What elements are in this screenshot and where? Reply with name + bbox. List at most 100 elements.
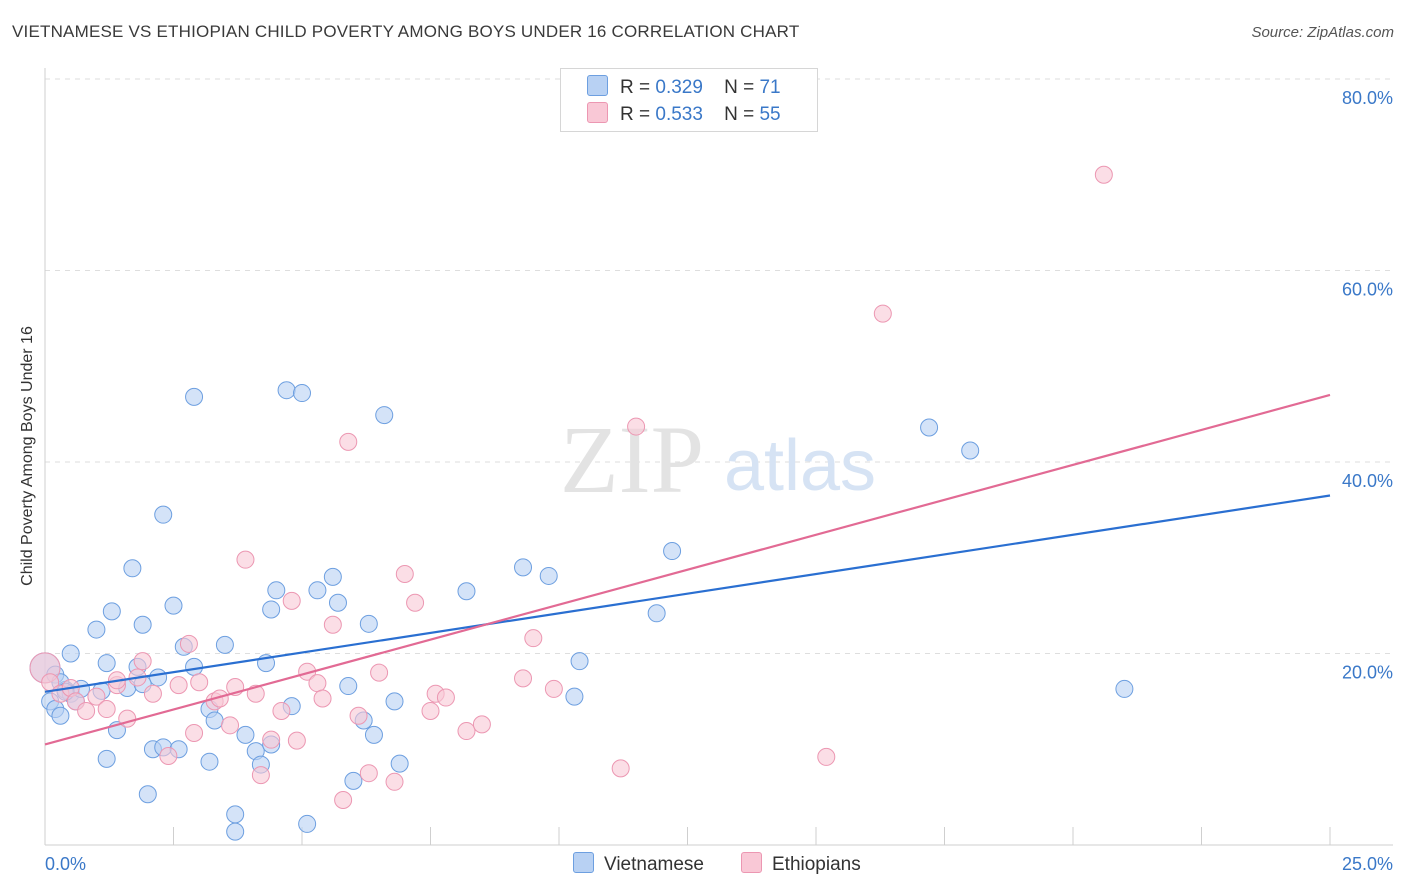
vietnamese-point — [97, 749, 116, 768]
vietnamese-swatch — [587, 75, 608, 96]
ethiopians-point — [334, 790, 353, 809]
ethiopians-point — [359, 764, 378, 783]
ethiopians-point — [323, 615, 342, 634]
ethiopians-point — [308, 674, 327, 693]
ethiopians-point — [190, 673, 209, 692]
ethiopians-legend-swatch — [741, 852, 762, 873]
y-tick-label: 80.0% — [1342, 88, 1393, 108]
bottom-legend-ethiopians: Ethiopians — [741, 852, 861, 876]
legend-row-ethiopians: R = 0.533 N = 55 — [587, 102, 781, 126]
ethiopians-points — [29, 165, 1113, 809]
vietnamese-point — [647, 604, 666, 623]
tick-labels: 20.0% 40.0% 60.0% 80.0% 0.0% 25.0% — [45, 88, 1393, 874]
vietnamese-point — [51, 706, 70, 725]
vietnamese-point — [200, 752, 219, 771]
source-label: Source: ZipAtlas.com — [1251, 24, 1394, 41]
watermark: ZIP atlas — [560, 406, 876, 513]
legend-n-label: N = — [724, 104, 755, 125]
ethiopians-point — [97, 700, 116, 719]
vietnamese-point — [277, 381, 296, 400]
vietnamese-point — [205, 711, 224, 730]
vietnamese-point — [133, 615, 152, 634]
ethiopians-point — [524, 629, 543, 648]
ethiopians-point — [457, 722, 476, 741]
vietnamese-trend-line — [44, 494, 1331, 693]
ethiopians-point — [185, 723, 204, 742]
ethiopians-point — [262, 730, 281, 749]
legend-r-value: 0.533 — [655, 104, 703, 125]
ethiopians-point — [873, 304, 892, 323]
vietnamese-point — [102, 602, 121, 621]
ethiopians-point — [1094, 165, 1113, 184]
x-tick-label: 25.0% — [1342, 854, 1393, 874]
vietnamese-point — [663, 542, 682, 561]
vietnamese-point — [308, 581, 327, 600]
bottom-legend-label: Ethiopians — [772, 854, 861, 875]
ethiopians-point — [436, 688, 455, 707]
ethiopians-point — [406, 593, 425, 612]
ethiopians-point — [159, 746, 178, 765]
ethiopians-point — [251, 766, 270, 785]
vietnamese-point — [390, 754, 409, 773]
legend-row-vietnamese: R = 0.329 N = 71 — [587, 75, 781, 99]
vietnamese-point — [236, 725, 255, 744]
ethiopians-point — [236, 550, 255, 569]
y-tick-label: 20.0% — [1342, 663, 1393, 683]
ethiopians-point — [287, 731, 306, 750]
axes — [44, 68, 1393, 846]
ethiopians-point — [179, 634, 198, 653]
vietnamese-point — [298, 814, 317, 833]
vietnamese-point — [226, 805, 245, 824]
ethiopians-point — [611, 759, 630, 778]
ethiopians-point — [246, 684, 265, 703]
legend-n-label: N = — [724, 77, 755, 98]
vietnamese-point — [262, 600, 281, 619]
vietnamese-point — [328, 593, 347, 612]
ethiopians-point — [349, 706, 368, 725]
vietnamese-point — [539, 566, 558, 585]
ethiopians-point — [272, 701, 291, 720]
vietnamese-point — [185, 387, 204, 406]
vietnamese-point — [570, 652, 589, 671]
legend-n-value: 71 — [759, 77, 781, 98]
vietnamese-point — [138, 785, 157, 804]
ethiopians-point — [370, 663, 389, 682]
vietnamese-point — [385, 692, 404, 711]
chart-title: VIETNAMESE VS ETHIOPIAN CHILD POVERTY AM… — [12, 22, 800, 41]
legend-r-label: R = — [620, 104, 651, 125]
ethiopians-point — [627, 417, 646, 436]
ethiopians-point — [421, 701, 440, 720]
y-tick-label: 40.0% — [1342, 471, 1393, 491]
y-tick-label: 60.0% — [1342, 280, 1393, 300]
vietnamese-point — [344, 771, 363, 790]
ethiopians-point — [313, 689, 332, 708]
bottom-legend-label: Vietnamese — [604, 854, 704, 875]
ethiopians-trend-line — [44, 393, 1331, 746]
vietnamese-point — [215, 635, 234, 654]
ethiopians-point — [143, 684, 162, 703]
ethiopians-point — [385, 772, 404, 791]
ethiopians-point — [221, 716, 240, 735]
vietnamese-point — [457, 582, 476, 601]
ethiopians-point — [87, 687, 106, 706]
vietnamese-point — [364, 725, 383, 744]
legend-r-label: R = — [620, 77, 651, 98]
vietnamese-point — [565, 687, 584, 706]
ethiopians-point — [133, 652, 152, 671]
bottom-legend-vietnamese: Vietnamese — [573, 852, 704, 876]
correlation-legend: R = 0.329 N = 71 R = 0.533 N = 55 — [560, 68, 818, 132]
vietnamese-point — [293, 384, 311, 403]
vietnamese-point — [61, 644, 80, 663]
trend-lines — [44, 393, 1331, 746]
vietnamese-point — [149, 668, 168, 687]
vietnamese-point — [514, 558, 533, 577]
ethiopians-point — [282, 591, 301, 610]
legend-n-value: 55 — [759, 104, 781, 125]
legend-r-value: 0.329 — [655, 77, 703, 98]
ethiopians-point — [817, 747, 836, 766]
vietnamese-point — [185, 657, 204, 676]
ethiopians-point — [77, 701, 96, 720]
ethiopians-point — [514, 669, 533, 688]
ethiopians-swatch — [587, 102, 608, 123]
